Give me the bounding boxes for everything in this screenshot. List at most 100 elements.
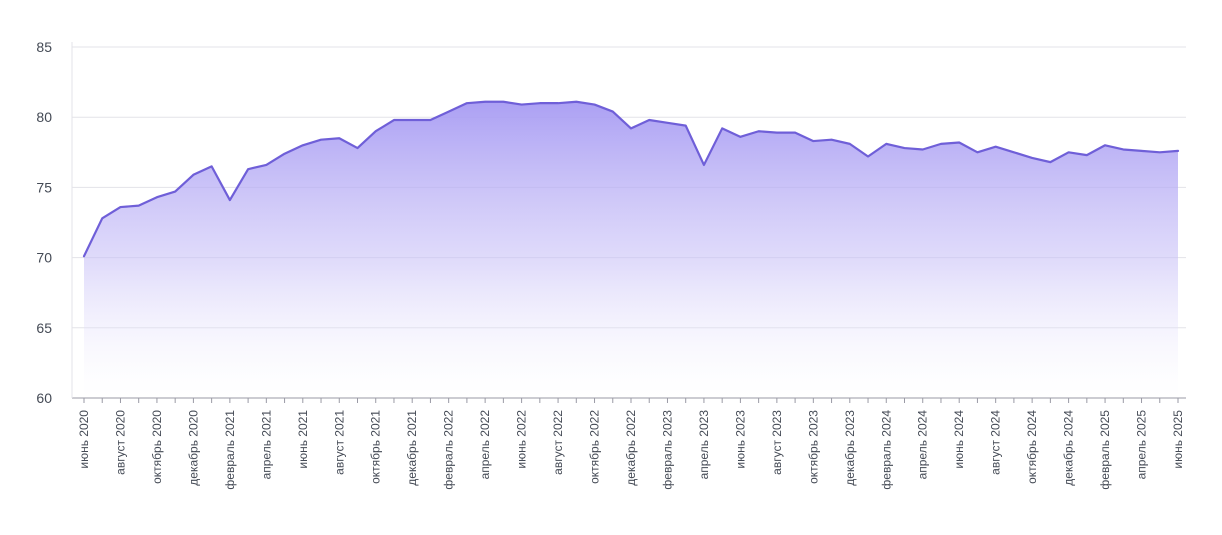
x-tick-label: октябрь 2021: [369, 410, 383, 484]
data-point: [1177, 150, 1179, 152]
data-point: [393, 119, 395, 121]
data-point: [192, 174, 194, 176]
data-point: [958, 141, 960, 143]
data-point: [1049, 161, 1051, 163]
x-tick-label: июнь 2025: [1171, 410, 1185, 469]
data-point: [447, 110, 449, 112]
x-tick-label: август 2022: [551, 410, 565, 475]
data-point: [976, 151, 978, 153]
data-point: [739, 136, 741, 138]
x-tick-label: февраль 2023: [660, 410, 674, 490]
data-point: [776, 131, 778, 133]
x-tick-label: апрель 2022: [478, 410, 492, 480]
x-tick-label: апрель 2021: [259, 410, 273, 480]
x-tick-label: июнь 2022: [515, 410, 529, 469]
y-tick-label: 75: [36, 179, 52, 195]
y-tick-label: 60: [36, 390, 52, 406]
data-point: [666, 122, 668, 124]
data-point: [1104, 144, 1106, 146]
data-point: [757, 130, 759, 132]
x-tick-label: декабрь 2024: [1062, 410, 1076, 486]
data-point: [849, 143, 851, 145]
data-point: [557, 102, 559, 104]
data-point: [1067, 151, 1069, 153]
data-point: [429, 119, 431, 121]
y-tick-label: 70: [36, 250, 52, 266]
data-point: [575, 101, 577, 103]
y-tick-label: 65: [36, 320, 52, 336]
x-tick-label: октябрь 2023: [806, 410, 820, 484]
series-line: [82, 100, 1180, 258]
data-point: [1013, 151, 1015, 153]
data-point: [338, 137, 340, 139]
data-point: [466, 102, 468, 104]
x-tick-label: октябрь 2024: [1025, 410, 1039, 484]
x-tick-label: декабрь 2023: [843, 410, 857, 486]
x-tick-label: февраль 2024: [879, 410, 893, 490]
data-point: [138, 204, 140, 206]
data-point: [867, 155, 869, 157]
data-point: [229, 199, 231, 201]
data-point: [156, 196, 158, 198]
data-point: [648, 119, 650, 121]
data-point: [520, 103, 522, 105]
data-point: [1122, 148, 1124, 150]
data-point: [922, 148, 924, 150]
data-point: [1031, 157, 1033, 159]
data-point: [283, 153, 285, 155]
x-tick-label: август 2020: [113, 410, 127, 475]
data-point: [502, 101, 504, 103]
x-tick-label: февраль 2022: [442, 410, 456, 490]
data-point: [210, 165, 212, 167]
x-tick-label: апрель 2023: [697, 410, 711, 480]
data-point: [1086, 154, 1088, 156]
data-point: [302, 144, 304, 146]
data-point: [247, 168, 249, 170]
x-tick-label: октябрь 2020: [150, 410, 164, 484]
y-axis-ticks: 60 65 70 75 80 85: [36, 39, 52, 406]
data-point: [539, 102, 541, 104]
data-point: [265, 164, 267, 166]
data-point: [101, 217, 103, 219]
x-tick-label: июнь 2023: [733, 410, 747, 469]
x-tick-label: август 2021: [332, 410, 346, 475]
data-point: [411, 119, 413, 121]
axes: [71, 42, 1186, 399]
x-tick-label: декабрь 2022: [624, 410, 638, 486]
data-point: [940, 143, 942, 145]
data-point: [119, 206, 121, 208]
data-point: [703, 164, 705, 166]
series-area: [84, 101, 1178, 398]
x-tick-label: август 2023: [770, 410, 784, 475]
data-point: [1159, 151, 1161, 153]
data-point: [320, 138, 322, 140]
data-point: [794, 131, 796, 133]
data-point: [630, 127, 632, 129]
data-point: [903, 147, 905, 149]
data-point: [484, 101, 486, 103]
data-point: [174, 190, 176, 192]
data-point: [812, 140, 814, 142]
x-tick-label: август 2024: [989, 410, 1003, 475]
data-point: [830, 138, 832, 140]
x-tick-label: апрель 2025: [1135, 410, 1149, 480]
x-axis-ticks: июнь 2020 август 2020 октябрь 2020 декабрь …: [77, 398, 1185, 490]
x-tick-label: июнь 2020: [77, 410, 91, 469]
x-tick-label: февраль 2021: [223, 410, 237, 490]
data-point: [1140, 150, 1142, 152]
y-tick-label: 80: [36, 109, 52, 125]
data-point: [593, 103, 595, 105]
x-tick-label: декабрь 2021: [405, 410, 419, 486]
data-point: [721, 127, 723, 129]
data-point: [375, 130, 377, 132]
x-tick-label: февраль 2025: [1098, 410, 1112, 490]
data-point: [83, 255, 85, 257]
data-point: [612, 110, 614, 112]
x-tick-label: июнь 2021: [296, 410, 310, 469]
x-tick-label: октябрь 2022: [588, 410, 602, 484]
data-point: [356, 147, 358, 149]
x-tick-label: апрель 2024: [916, 410, 930, 480]
data-point: [994, 145, 996, 147]
x-tick-label: декабрь 2020: [186, 410, 200, 486]
